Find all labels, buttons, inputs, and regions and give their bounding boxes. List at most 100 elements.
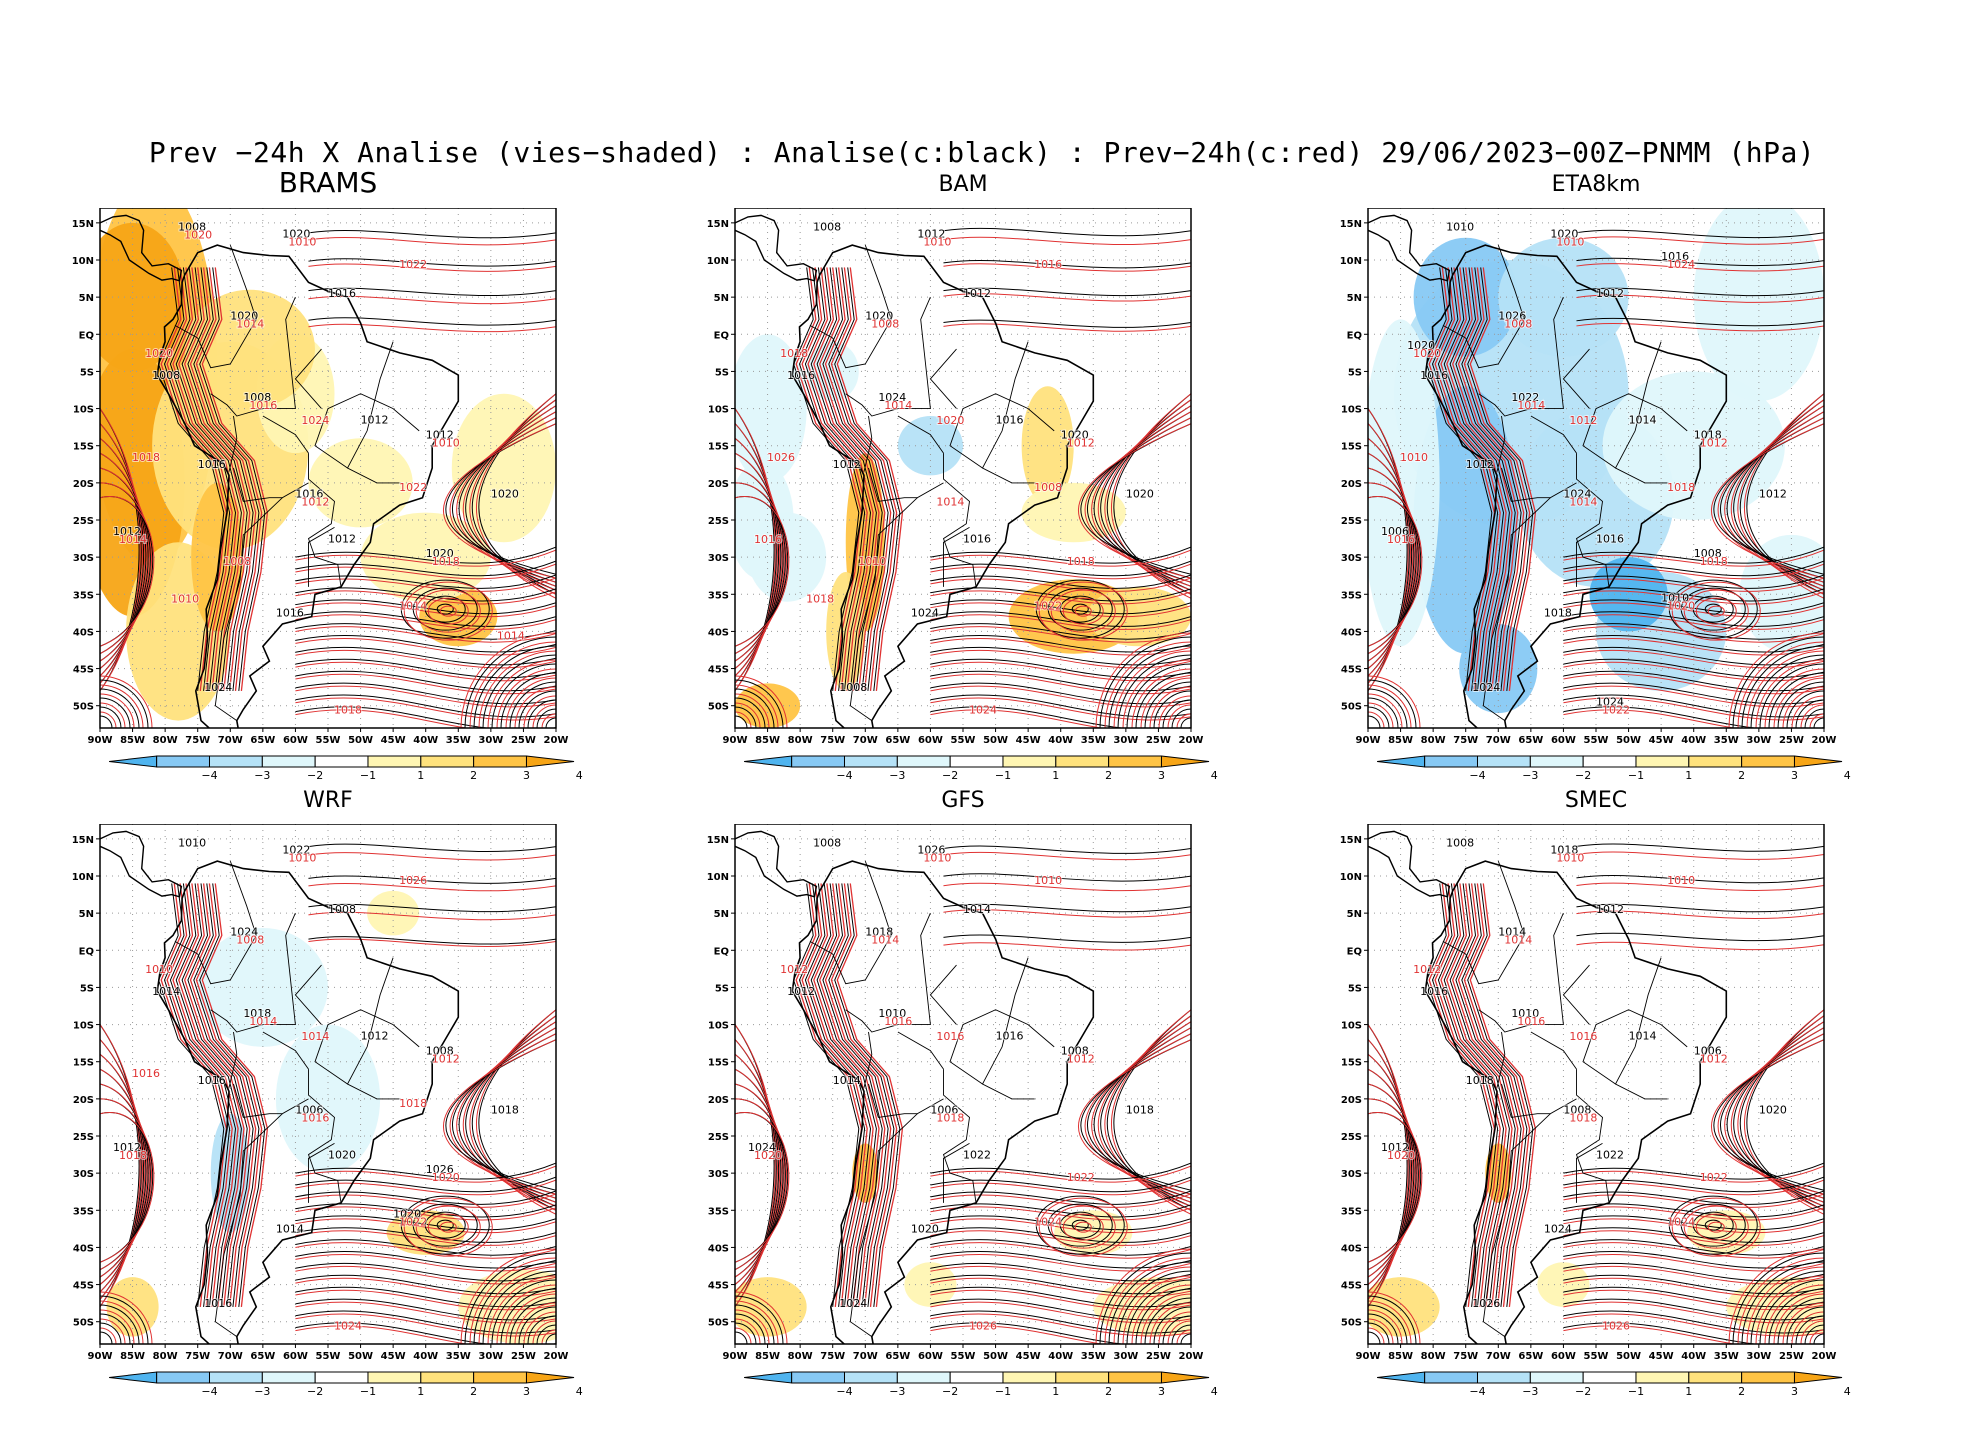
lat-tick-label: 35S [73,1206,94,1217]
analysis-isobar [445,423,556,575]
closed-low-contour [1071,603,1089,615]
forecast-isobar [795,883,863,1307]
forecast-isobar [295,1165,556,1183]
contour-label: 1010 [288,852,316,865]
contour-label: 1008 [243,391,271,404]
colorbar-label: −1 [1628,769,1644,782]
lat-tick-label: 25S [1341,516,1362,527]
lon-tick-label: 65W [250,1351,275,1362]
colorbar-label: 3 [523,1385,530,1398]
analysis-isobar [930,1310,1191,1334]
contour-label: 1024 [1596,696,1624,709]
forecast-isobar [1576,294,1824,303]
colorbar-label: 3 [523,769,530,782]
forecast-isobar [930,1325,1104,1344]
country-border [314,393,420,469]
analysis-isobar [199,883,266,1307]
contour-label: 1012 [963,287,991,300]
country-border [863,415,873,472]
forecast-isobar [1469,883,1537,1307]
lon-tick-label: 75W [820,1351,845,1362]
country-border [1614,957,1668,1100]
forecast-isobar [308,938,556,947]
forecast-isobar [943,293,1191,302]
lon-tick-label: 85W [755,735,780,746]
forecast-isobar [1576,263,1824,272]
closed-low-contour [1668,579,1758,639]
closed-low-contour [1692,1211,1734,1239]
map-panel-smec: SMEC 1008 1012 1016 1014 1018 1020 1022 1024 1026… [1308,784,1864,1404]
lon-tick-label: 70W [1486,735,1511,746]
contour-label: 1020 [1126,488,1154,501]
analysis-isobar [930,634,1191,653]
contour-label: 1012 [1067,1052,1095,1065]
analysis-isobar [1368,1039,1410,1300]
analysis-isobar [1467,267,1534,691]
analysis-isobar [1368,423,1410,684]
contour-label: 1008 [1563,1104,1591,1117]
contour-label: 1024 [1667,258,1695,271]
analysis-isobar [1563,634,1824,653]
forecast-isobar [1563,577,1824,592]
forecast-isobar [930,649,1191,669]
contour-label: 1026 [1472,1297,1500,1310]
colorbar-label: −1 [1628,1385,1644,1398]
analysis-isobar [175,883,242,1307]
lon-tick-label: 35W [446,1351,471,1362]
closed-low-contour [1695,1213,1737,1241]
analysis-isobar [1461,883,1528,1307]
lon-tick-label: 35W [1081,735,1106,746]
contour-label: 1024 [969,704,997,717]
analysis-isobar [295,706,556,728]
contour-label: 1008 [236,933,264,946]
lat-tick-label: 20S [73,479,94,490]
forecast-isobar [100,1112,155,1263]
analysis-isobar [1426,267,1493,691]
contour-label: 1014 [301,1030,329,1043]
country-border [1582,1009,1688,1085]
lon-tick-label: 40W [1048,1351,1073,1362]
analysis-isobar [158,267,225,691]
analysis-isobar [1080,423,1191,575]
colorbar-label: −4 [836,769,852,782]
forecast-isobar [449,1033,556,1199]
lon-tick-label: 70W [218,735,243,746]
lon-tick-label: 70W [853,735,878,746]
country-border [210,296,296,417]
coastline-central-america [100,214,183,282]
forecast-isobar [184,883,251,1307]
contour-label: 1022 [1511,391,1539,404]
analysis-isobar [822,883,889,1307]
country-border [845,912,931,1033]
analysis-isobar [930,1322,1191,1344]
map-canvas: 1008 1012 1016 1014 1018 1020 1022 1024 1026 1018… [1340,824,1851,1398]
analysis-isobar [930,1239,1191,1256]
contour-label: 1012 [432,1052,460,1065]
bias-shade [1086,586,1191,647]
lon-tick-label: 50W [983,735,1008,746]
contour-label: 1008 [1504,317,1532,330]
forecast-isobar [160,883,228,1307]
analysis-isobar [1449,883,1516,1307]
lon-tick-label: 40W [413,735,438,746]
analysis-isobar [943,227,1191,237]
forecast-isobar [463,405,556,591]
bias-shade [735,334,807,483]
contour-label: 1012 [780,963,808,976]
forecast-isobar [1576,323,1824,332]
lat-tick-label: 25S [73,1132,94,1143]
country-border [1501,467,1577,502]
forecast-isobar [795,267,863,691]
country-border [228,1031,238,1088]
lon-tick-label: 25W [1146,1351,1171,1362]
contour-label: 1024 [1034,1216,1062,1229]
contour-label: 1018 [865,925,893,938]
analysis-isobar [930,1227,1191,1243]
contour-label: 1020 [1759,1104,1787,1117]
analysis-isobar [943,873,1191,882]
lat-tick-label: 10S [708,1021,729,1032]
forecast-isobar [100,482,153,655]
analysis-isobar [100,423,142,684]
closed-low-contour [1038,1197,1128,1257]
analysis-isobar [1087,417,1191,579]
